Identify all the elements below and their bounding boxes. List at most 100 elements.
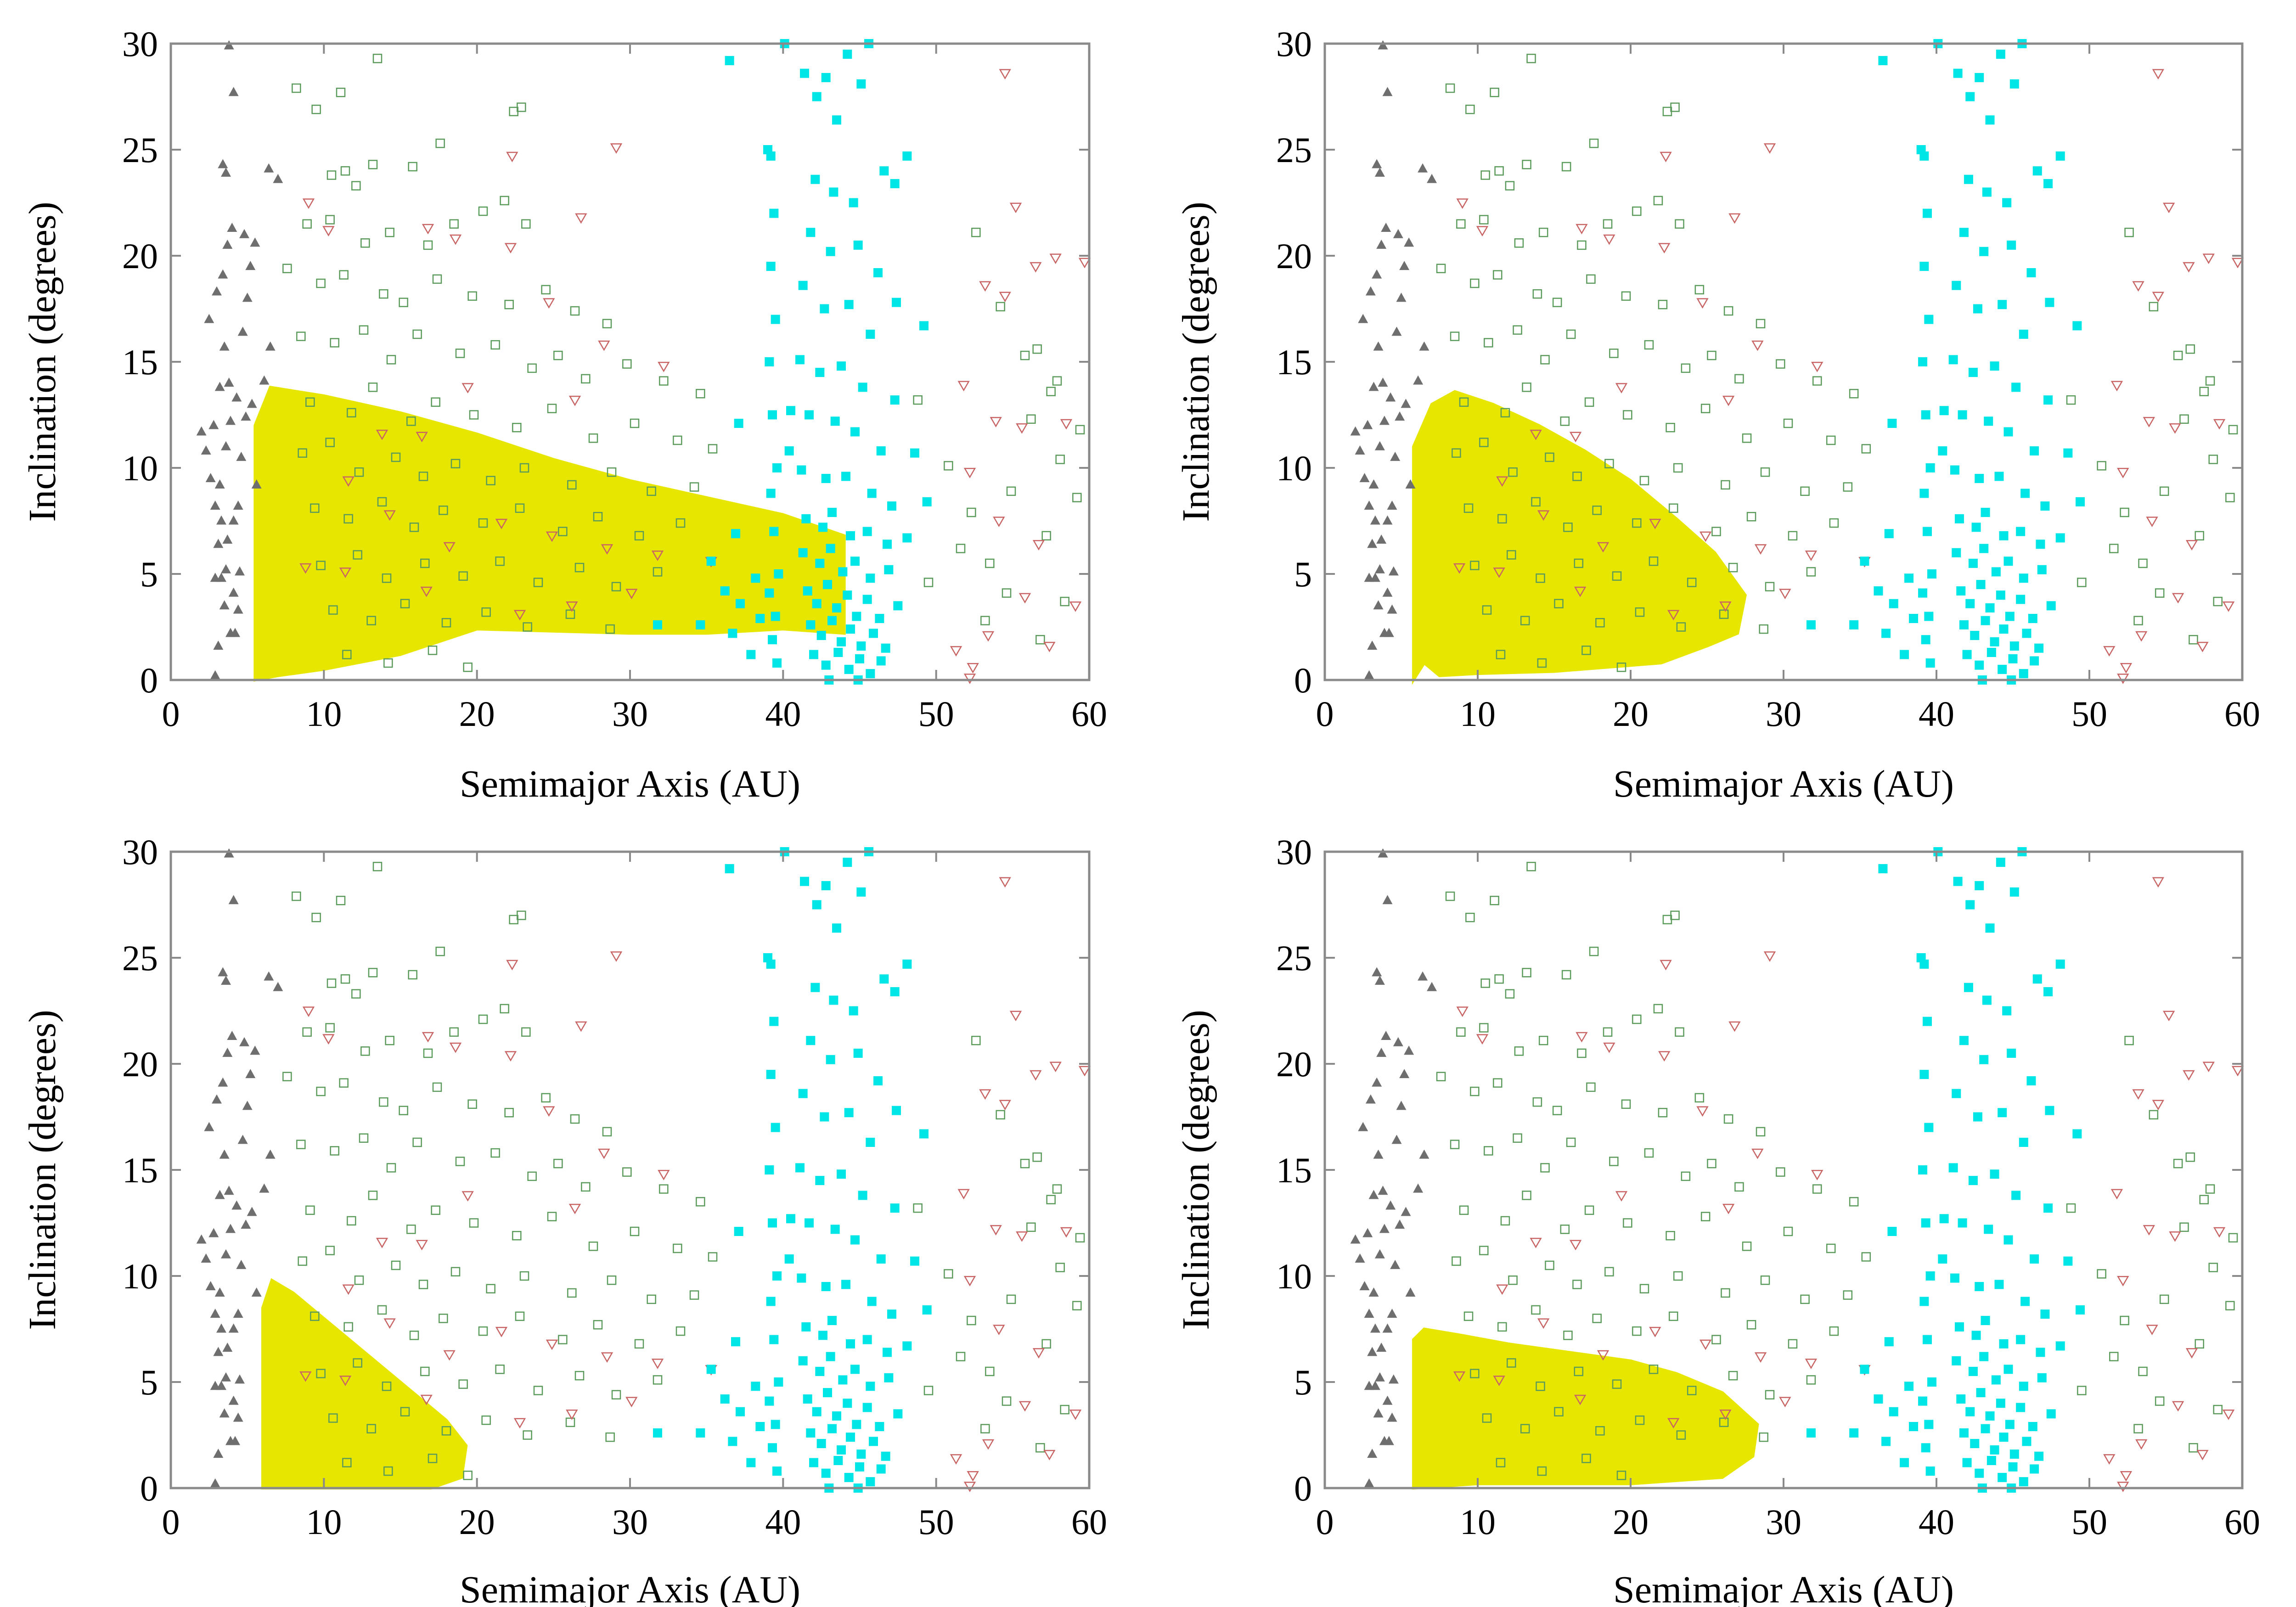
cyan-square-point bbox=[1965, 599, 1975, 608]
open-square-point bbox=[1552, 1106, 1562, 1115]
cyan-square-point bbox=[887, 1309, 896, 1319]
gray-triangle-point bbox=[1385, 392, 1396, 402]
cyan-square-point bbox=[766, 151, 776, 161]
open-square-point bbox=[1445, 891, 1455, 901]
down-triangle-point bbox=[376, 1237, 388, 1248]
cyan-square-point bbox=[2045, 1106, 2054, 1115]
open-square-point bbox=[1806, 1375, 1816, 1385]
gray-triangle-point bbox=[233, 1412, 243, 1422]
y-tick-label: 5 bbox=[1294, 554, 1312, 594]
open-square-point bbox=[581, 1182, 591, 1192]
open-square-point bbox=[1694, 285, 1705, 295]
gray-triangle-point bbox=[1382, 1395, 1393, 1405]
gray-triangle-point bbox=[1376, 1343, 1387, 1352]
cyan-square-point bbox=[2037, 565, 2047, 574]
open-square-point bbox=[1632, 518, 1642, 528]
cyan-square-point bbox=[812, 900, 822, 910]
cyan-square-point bbox=[876, 656, 886, 666]
cyan-square-point bbox=[768, 635, 777, 645]
down-triangle-point bbox=[461, 1191, 474, 1202]
gray-triangle-point bbox=[1393, 1037, 1403, 1046]
cyan-square-point bbox=[1939, 406, 1949, 416]
cyan-square-point bbox=[2040, 501, 2050, 511]
gray-triangle-point bbox=[1378, 40, 1388, 50]
down-triangle-point bbox=[1696, 298, 1709, 309]
open-square-point bbox=[347, 1216, 356, 1226]
open-square-point bbox=[1490, 896, 1499, 905]
cyan-square-point bbox=[2046, 1409, 2056, 1419]
cyan-square-point bbox=[830, 416, 840, 426]
cyan-square-point bbox=[919, 321, 929, 331]
open-square-point bbox=[412, 1137, 422, 1147]
gray-triangle-point bbox=[1362, 1228, 1373, 1237]
gray-triangle-point bbox=[237, 326, 248, 336]
down-triangle-point bbox=[1754, 1352, 1767, 1363]
gray-triangle-point bbox=[1378, 848, 1388, 858]
open-square-point bbox=[298, 1256, 307, 1266]
gray-triangle-point bbox=[245, 261, 256, 270]
cyan-square-point bbox=[1889, 1407, 1898, 1416]
cyan-square-point bbox=[827, 1316, 837, 1326]
open-square-point bbox=[1586, 274, 1596, 284]
cyan-square-point bbox=[1958, 410, 1967, 420]
open-square-point bbox=[351, 181, 361, 191]
open-square-point bbox=[420, 1366, 430, 1377]
open-square-point bbox=[1666, 1231, 1675, 1241]
down-triangle-point bbox=[2213, 419, 2226, 430]
open-square-point bbox=[325, 215, 335, 225]
cyan-square-point bbox=[2022, 1437, 2032, 1446]
open-square-point bbox=[1609, 1157, 1619, 1166]
open-square-point bbox=[1465, 104, 1475, 114]
cyan-square-point bbox=[2002, 198, 2012, 208]
open-square-point bbox=[565, 609, 575, 619]
open-square-point bbox=[547, 404, 557, 413]
cyan-square-point bbox=[1985, 603, 1995, 612]
gray-triangle-point bbox=[204, 1122, 214, 1131]
cyan-square-point bbox=[1981, 508, 1990, 517]
cyan-square-point bbox=[1925, 1271, 1935, 1281]
cyan-square-point bbox=[806, 228, 816, 237]
open-square-point bbox=[515, 1311, 525, 1321]
cyan-square-point bbox=[2019, 329, 2028, 339]
cyan-square-point bbox=[2022, 629, 2032, 638]
gray-triangle-point bbox=[210, 670, 220, 680]
cyan-square-point bbox=[768, 1218, 777, 1228]
open-square-point bbox=[1497, 514, 1507, 524]
x-tick-label: 10 bbox=[1460, 1502, 1496, 1542]
gray-triangle-point bbox=[224, 377, 234, 387]
open-square-point bbox=[996, 302, 1005, 312]
cyan-square-point bbox=[821, 474, 831, 483]
gray-triangle-point bbox=[1364, 670, 1374, 680]
cyan-square-point bbox=[2007, 1048, 2016, 1058]
cyan-square-point bbox=[862, 595, 872, 604]
open-square-point bbox=[1759, 1432, 1768, 1442]
cyan-square-point bbox=[827, 616, 837, 625]
open-square-point bbox=[1639, 476, 1649, 485]
cyan-square-point bbox=[2009, 79, 2019, 89]
down-triangle-point bbox=[982, 1439, 995, 1450]
gray-triangle-point bbox=[228, 1323, 239, 1333]
open-square-point bbox=[521, 1027, 531, 1037]
cyan-square-point bbox=[1918, 357, 1928, 366]
cyan-square-point bbox=[1970, 630, 1980, 640]
down-triangle-point bbox=[1811, 361, 1823, 372]
cyan-square-point bbox=[1965, 900, 1975, 910]
open-square-point bbox=[1681, 1171, 1691, 1181]
cyan-square-point bbox=[883, 539, 892, 549]
down-triangle-point bbox=[420, 586, 433, 597]
cyan-square-point bbox=[1990, 1169, 1999, 1179]
cyan-square-point bbox=[844, 664, 854, 674]
y-tick-label: 30 bbox=[1276, 832, 1312, 872]
cyan-square-point bbox=[1878, 864, 1888, 873]
down-triangle-point bbox=[1009, 1011, 1022, 1022]
open-square-point bbox=[1776, 359, 1785, 369]
cyan-square-point bbox=[1884, 1337, 1894, 1347]
cyan-square-point bbox=[1952, 281, 1961, 290]
x-tick-label: 50 bbox=[918, 694, 954, 734]
open-square-point bbox=[328, 605, 338, 615]
cyan-square-point bbox=[706, 1365, 716, 1374]
cyan-square-point bbox=[853, 240, 863, 250]
cyan-square-point bbox=[1925, 1467, 1935, 1476]
cyan-square-point bbox=[881, 643, 890, 653]
open-square-point bbox=[1075, 1233, 1085, 1243]
